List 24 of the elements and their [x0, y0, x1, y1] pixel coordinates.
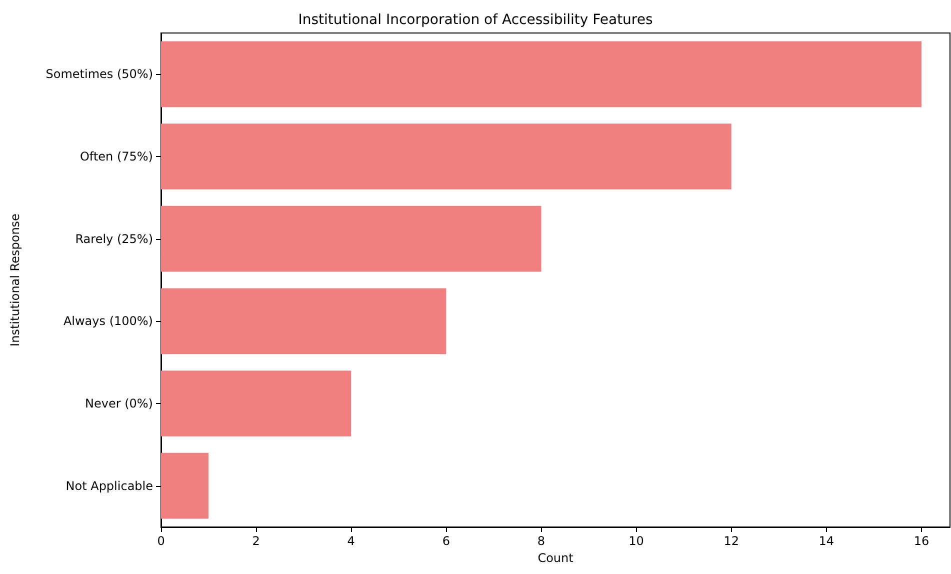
x-tick-label: 10 — [628, 534, 644, 548]
x-tick-label: 8 — [537, 534, 546, 548]
y-axis-title: Institutional Response — [8, 214, 22, 346]
y-tick-label: Often (75%) — [80, 150, 153, 164]
x-tick-label: 6 — [442, 534, 450, 548]
y-tick-label: Always (100%) — [63, 314, 153, 328]
bar — [161, 206, 542, 272]
x-tick-label: 4 — [347, 534, 355, 548]
bar — [161, 370, 352, 436]
x-tick-label: 0 — [157, 534, 165, 548]
x-tick-label: 12 — [724, 534, 739, 548]
y-tick-label: Sometimes (50%) — [46, 67, 153, 82]
chart-title: Institutional Incorporation of Accessibility Features — [298, 12, 653, 28]
bar — [161, 41, 922, 108]
bar — [161, 452, 209, 519]
x-tick-label: 2 — [252, 534, 260, 548]
y-tick-label: Rarely (25%) — [75, 232, 153, 246]
y-tick-label: Never (0%) — [85, 396, 153, 410]
x-tick-label: 14 — [818, 534, 834, 548]
bar — [161, 288, 446, 354]
bar — [161, 124, 732, 190]
x-tick-label: 16 — [914, 534, 930, 548]
x-axis-title: Count — [538, 550, 574, 565]
y-tick-label: Not Applicable — [66, 478, 153, 493]
